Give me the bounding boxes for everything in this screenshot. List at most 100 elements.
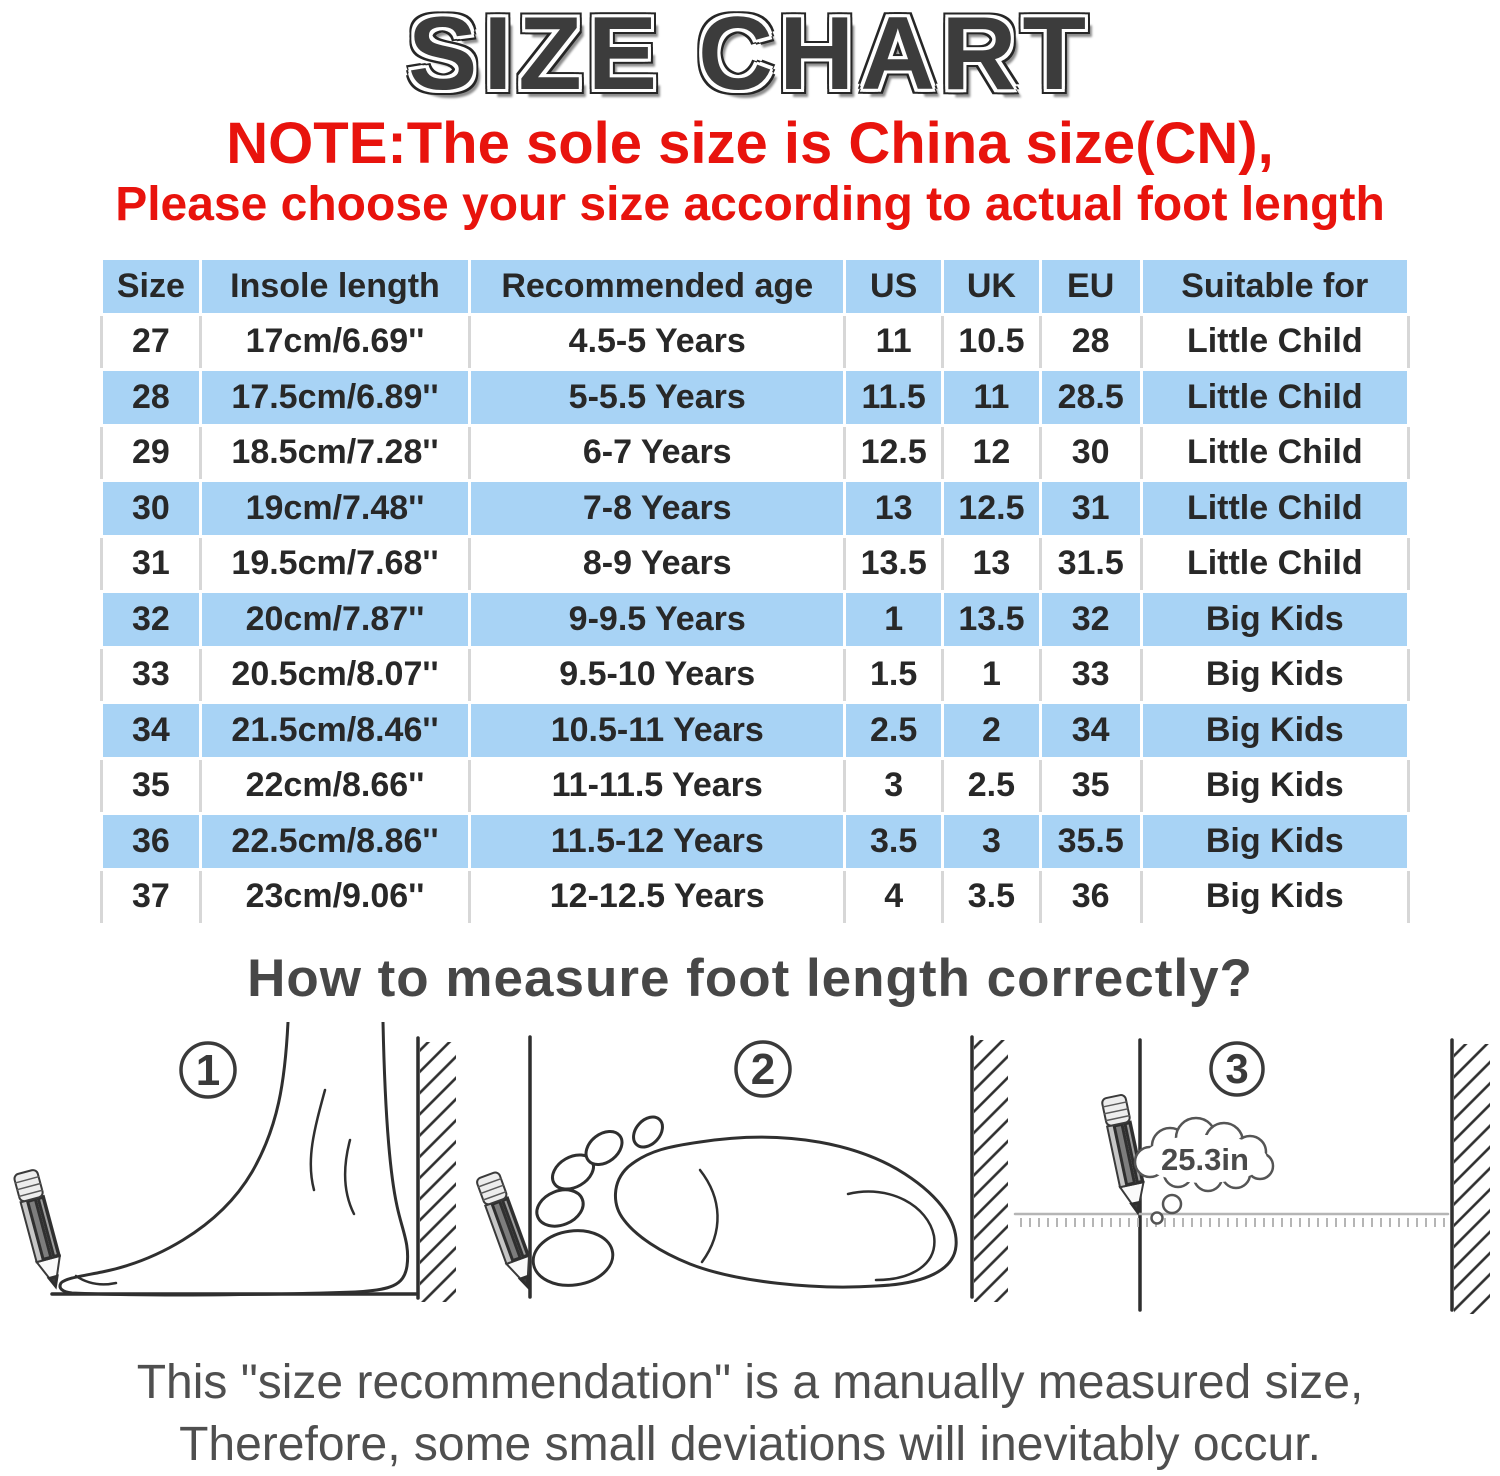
table-cell: Little Child [1139,368,1411,427]
table-cell: 22cm/8.66'' [198,756,472,815]
table-row: 37 23cm/9.06'' 12-12.5 Years 4 3.5 36 Big Kids [100,867,1411,926]
thought-bubble: 25.3in [1133,1116,1275,1225]
table-row: 33 20.5cm/8.07'' 9.5-10 Years 1.5 1 33 Big Kid… [100,645,1411,704]
table-cell: Big Kids [1139,645,1411,704]
table-cell: 2.5 [941,756,1042,815]
table-cell: 30 [100,479,202,538]
table-cell: 19.5cm/7.68'' [198,534,472,593]
table-cell: 1.5 [843,645,945,704]
table-cell: 13.5 [843,534,945,593]
table-cell: 37 [100,867,202,926]
table-row: 27 17cm/6.69'' 4.5-5 Years 11 10.5 28 Little C… [100,312,1411,371]
step-3-number: 3 [1225,1045,1248,1092]
table-cell: 20.5cm/8.07'' [198,645,472,704]
table-cell: 1 [843,590,945,649]
diagram-step-3: 25.3in 3 [1013,1038,1490,1314]
table-cell: Big Kids [1139,812,1411,871]
table-row: 31 19.5cm/7.68'' 8-9 Years 13.5 13 31.5 Little… [100,534,1411,593]
measure-heading: How to measure foot length correctly? [247,949,1253,1008]
table-row: 36 22.5cm/8.86'' 11.5-12 Years 3.5 3 35.5 Big … [100,812,1411,871]
footer-note: This "size recommendation" is a manually… [0,1352,1500,1476]
table-cell: 9-9.5 Years [468,590,847,649]
table-cell: 4 [843,867,945,926]
table-cell: 12.5 [843,423,945,482]
table-cell: 11.5-12 Years [468,812,847,871]
table-cell: Big Kids [1139,867,1411,926]
table-cell: 6-7 Years [468,423,847,482]
step-1-number: 1 [196,1046,220,1095]
table-cell: 31 [1038,479,1143,538]
table-cell: 17cm/6.69'' [198,312,472,371]
table-cell: 11-11.5 Years [468,756,847,815]
table-cell: 18.5cm/7.28'' [198,423,472,482]
table-cell: Big Kids [1139,701,1411,760]
table-cell: 31 [100,534,202,593]
note-line-1: NOTE:The sole size is China size(CN), [226,111,1274,176]
table-row: 28 17.5cm/6.89'' 5-5.5 Years 11.5 11 28.5 Litt… [100,368,1411,427]
table-cell: 28 [1038,312,1143,371]
table-cell: Little Child [1139,479,1411,538]
table-cell: 13 [843,479,945,538]
col-header-us: US [843,257,945,316]
step-2-number: 2 [751,1045,775,1094]
table-cell: 3 [843,756,945,815]
table-cell: 35.5 [1038,812,1143,871]
table-cell: 1 [941,645,1042,704]
measurement-diagrams: 1 2 [11,1022,1490,1314]
table-cell: 36 [1038,867,1143,926]
table-cell: 11 [941,368,1042,427]
table-cell: 35 [1038,756,1143,815]
table-cell: 10.5 [941,312,1042,371]
table-cell: 30 [1038,423,1143,482]
table-cell: Little Child [1139,534,1411,593]
table-cell: 9.5-10 Years [468,645,847,704]
table-cell: 11 [843,312,945,371]
table-header-row: Size Insole length Recommended age US UK… [100,257,1411,316]
table-cell: Little Child [1139,423,1411,482]
col-header-recommended-age: Recommended age [468,257,847,316]
table-cell: 2 [941,701,1042,760]
table-cell: 12 [941,423,1042,482]
table-cell: 11.5 [843,368,945,427]
bubble-text: 25.3in [1161,1142,1249,1177]
table-cell: 7-8 Years [468,479,847,538]
table-cell: 23cm/9.06'' [198,867,472,926]
table-cell: 33 [1038,645,1143,704]
table-cell: 34 [100,701,202,760]
table-row: 30 19cm/7.48'' 7-8 Years 13 12.5 31 Little Chi… [100,479,1411,538]
note-line-2: Please choose your size according to act… [115,178,1385,231]
table-cell: 3.5 [941,867,1042,926]
footer-line-2: Therefore, some small deviations will in… [179,1418,1321,1471]
col-header-eu: EU [1038,257,1143,316]
table-cell: 3 [941,812,1042,871]
table-row: 34 21.5cm/8.46'' 10.5-11 Years 2.5 2 34 Big Ki… [100,701,1411,760]
table-cell: 19cm/7.48'' [198,479,472,538]
step-1-circle-icon [179,1041,237,1099]
size-chart-table: Size Insole length Recommended age US UK… [100,257,1411,926]
table-cell: 4.5-5 Years [468,312,847,371]
table-cell: Little Child [1139,312,1411,371]
col-header-insole-length: Insole length [198,257,472,316]
page-title: SIZE CHART [408,0,1092,112]
table-cell: 29 [100,423,202,482]
col-header-suitable-for: Suitable for [1139,257,1411,316]
table-cell: 31.5 [1038,534,1143,593]
table-cell: 28 [100,368,202,427]
table-cell: 17.5cm/6.89'' [198,368,472,427]
table-cell: 34 [1038,701,1143,760]
table-row: 29 18.5cm/7.28'' 6-7 Years 12.5 12 30 Little C… [100,423,1411,482]
table-cell: 27 [100,312,202,371]
col-header-uk: UK [941,257,1042,316]
diagram-step-1: 1 [11,1022,456,1302]
table-cell: Big Kids [1139,590,1411,649]
col-header-size: Size [100,257,202,316]
table-cell: 12.5 [941,479,1042,538]
table-cell: 3.5 [843,812,945,871]
table-cell: 20cm/7.87'' [198,590,472,649]
table-row: 35 22cm/8.66'' 11-11.5 Years 3 2.5 35 Big Kids [100,756,1411,815]
table-cell: 12-12.5 Years [468,867,847,926]
table-cell: 35 [100,756,202,815]
table-cell: Big Kids [1139,756,1411,815]
table-cell: 36 [100,812,202,871]
table-cell: 10.5-11 Years [468,701,847,760]
